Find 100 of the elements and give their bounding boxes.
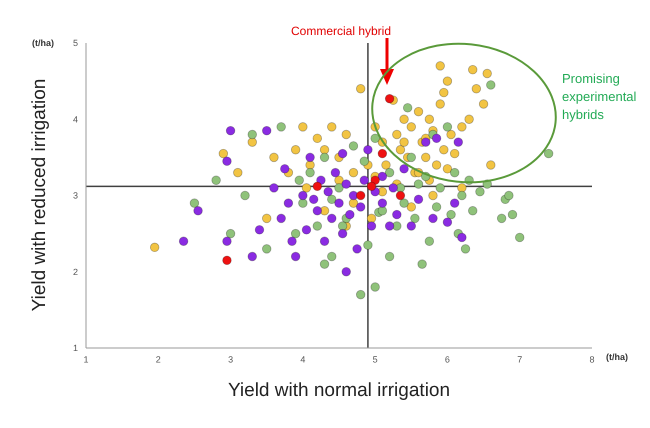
point <box>320 259 330 269</box>
point <box>312 206 322 216</box>
point <box>417 259 427 269</box>
point <box>515 232 524 242</box>
point <box>178 236 188 246</box>
point <box>450 168 460 178</box>
point <box>378 148 388 158</box>
point <box>309 194 318 204</box>
point <box>248 252 257 262</box>
point <box>384 221 394 231</box>
point <box>323 186 333 196</box>
point <box>226 228 236 238</box>
point <box>378 172 388 182</box>
point <box>290 252 300 262</box>
point <box>342 267 351 276</box>
point <box>378 198 388 208</box>
point <box>421 137 430 147</box>
point <box>193 206 203 216</box>
point <box>342 179 351 189</box>
point <box>254 225 264 235</box>
point <box>338 148 348 158</box>
point <box>450 198 460 208</box>
point <box>432 134 442 144</box>
point <box>442 122 452 132</box>
point <box>302 225 312 235</box>
point <box>327 194 336 204</box>
point <box>414 179 424 189</box>
point <box>460 244 470 254</box>
point <box>305 152 315 162</box>
point <box>294 176 304 185</box>
point <box>366 221 376 231</box>
point <box>345 210 355 220</box>
point <box>370 134 380 144</box>
x-tick-label: 6 <box>444 354 450 364</box>
point <box>366 182 376 192</box>
point <box>436 183 445 193</box>
point <box>312 182 322 192</box>
point <box>338 228 348 238</box>
point <box>356 290 366 300</box>
point <box>338 221 348 231</box>
point <box>312 221 322 231</box>
point <box>544 148 554 158</box>
point <box>457 190 467 200</box>
x-axis-title: Yield with normal irrigation <box>226 380 452 402</box>
point <box>410 214 420 224</box>
point <box>446 210 456 220</box>
y-tick-label: 3 <box>72 190 78 201</box>
point <box>190 198 200 208</box>
point <box>475 186 485 196</box>
point <box>457 232 467 242</box>
x-tick-label: 5 <box>372 354 378 364</box>
point <box>330 168 340 178</box>
point <box>504 190 514 200</box>
x-tick-label: 4 <box>300 354 306 364</box>
point <box>327 214 336 224</box>
point <box>388 183 398 193</box>
point <box>327 252 336 262</box>
point <box>262 126 272 136</box>
annotation: Promising experimental hybrids <box>562 70 638 124</box>
point <box>414 194 424 204</box>
point <box>508 210 518 220</box>
x-tick-label: 2 <box>156 354 161 364</box>
point <box>468 206 478 216</box>
point <box>305 168 315 178</box>
point <box>396 190 406 200</box>
point <box>320 152 330 162</box>
y-axis-title: Yield with reduced irrigation <box>29 78 50 311</box>
point <box>298 198 308 208</box>
point <box>384 252 394 262</box>
point <box>222 156 232 166</box>
point <box>352 244 362 254</box>
y-tick-label: 5 <box>72 38 78 48</box>
point <box>356 190 366 200</box>
text: Commercial hybrid <box>290 24 392 38</box>
text: (t/ha) <box>606 352 628 362</box>
point <box>211 176 221 185</box>
point <box>298 190 308 200</box>
point <box>363 240 373 250</box>
point <box>442 217 452 227</box>
y-tick-label: 2 <box>72 266 78 277</box>
point <box>320 236 330 246</box>
point <box>424 236 434 246</box>
point <box>486 80 496 90</box>
point <box>454 137 463 147</box>
point <box>262 244 272 254</box>
point <box>334 183 344 193</box>
point <box>348 141 358 151</box>
point <box>276 122 286 132</box>
y-tick-label: 4 <box>72 114 78 124</box>
point <box>276 214 286 224</box>
point <box>399 164 409 174</box>
point <box>334 198 344 208</box>
point <box>384 94 394 104</box>
point <box>269 183 279 193</box>
point <box>240 190 250 200</box>
x-tick-label: 3 <box>228 354 234 364</box>
x-tick-label: 1 <box>83 354 89 364</box>
point <box>287 236 297 246</box>
point <box>496 214 506 224</box>
point <box>284 198 294 208</box>
